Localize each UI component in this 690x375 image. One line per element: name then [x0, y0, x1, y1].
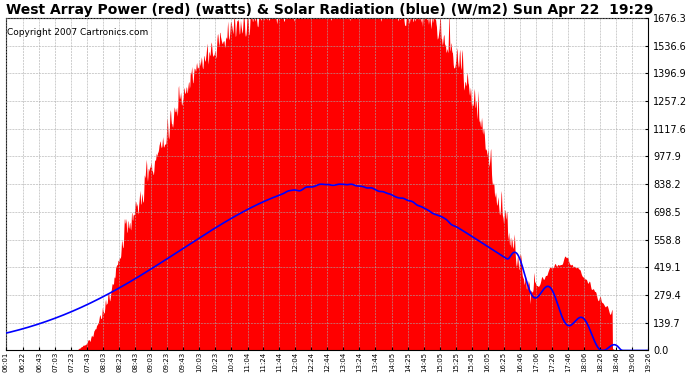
- Text: Copyright 2007 Cartronics.com: Copyright 2007 Cartronics.com: [7, 28, 148, 37]
- Text: West Array Power (red) (watts) & Solar Radiation (blue) (W/m2) Sun Apr 22  19:29: West Array Power (red) (watts) & Solar R…: [6, 3, 653, 17]
